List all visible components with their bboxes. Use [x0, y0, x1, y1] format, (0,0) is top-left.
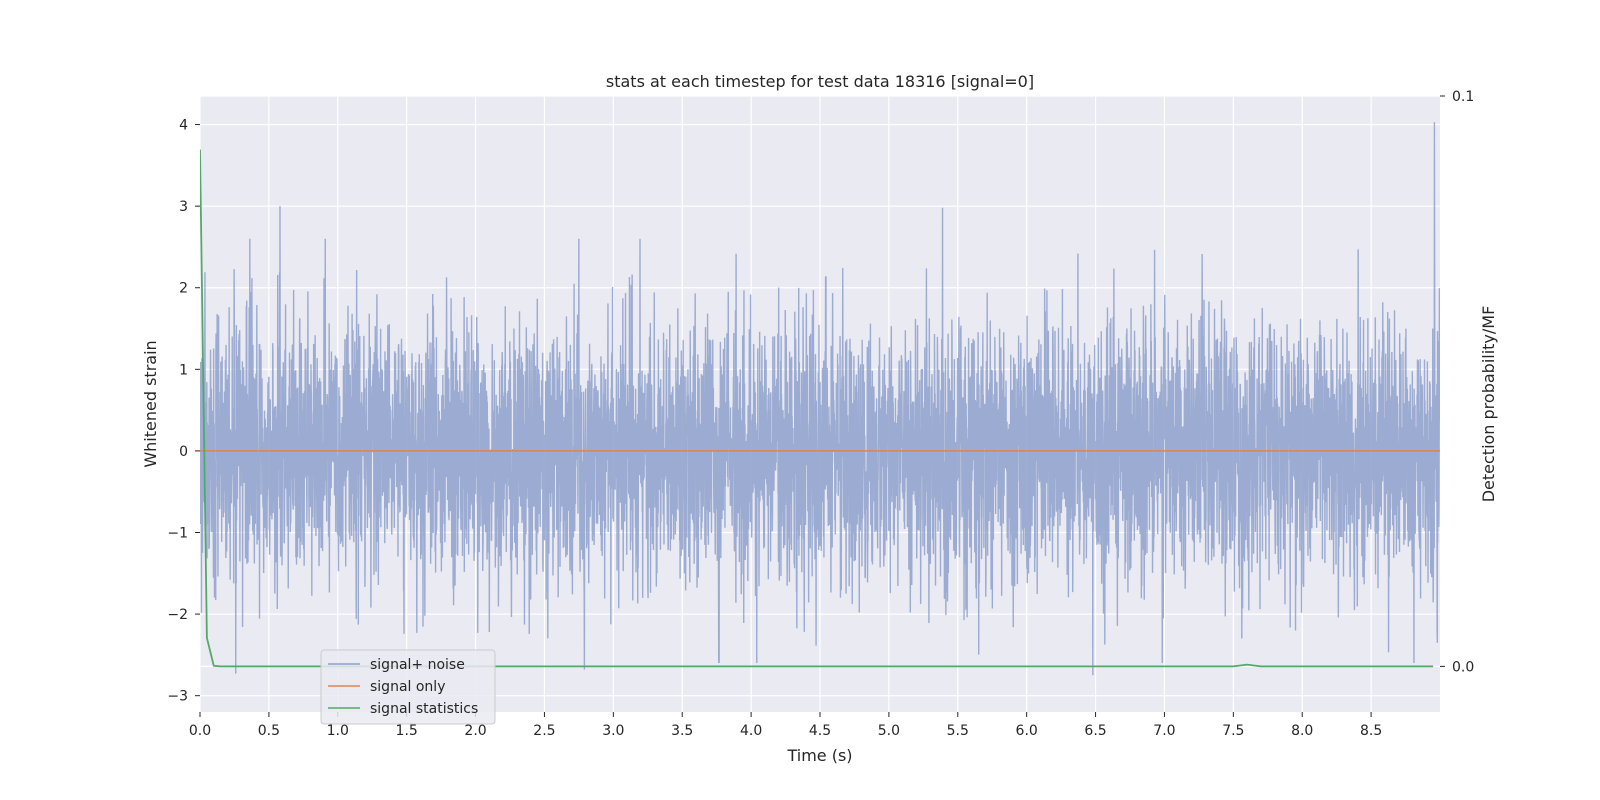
y-tick-label: −3	[167, 689, 188, 705]
y2-axis-label: Detection probability/MF	[1479, 306, 1498, 503]
x-tick-label: 5.5	[947, 723, 969, 739]
y2-tick-label: 0.1	[1452, 89, 1474, 105]
y2-tick-label: 0.0	[1452, 659, 1474, 675]
legend-box	[320, 649, 496, 725]
x-tick-label: 0.0	[189, 723, 211, 739]
legend-label-signal-noise: signal+ noise	[370, 657, 465, 673]
x-tick-label: 4.0	[740, 723, 762, 739]
legend: signal+ noise signal only signal statist…	[320, 649, 496, 725]
x-tick-label: 2.5	[533, 723, 555, 739]
x-tick-label: 3.0	[602, 723, 624, 739]
y-tick-label: 3	[179, 199, 188, 215]
x-tick-label: 6.0	[1016, 723, 1038, 739]
y-axis-right: 0.1 0.0	[1440, 89, 1474, 675]
x-tick-label: 2.0	[464, 723, 486, 739]
x-tick-label: 1.0	[327, 723, 349, 739]
x-tick-label: 0.5	[258, 723, 280, 739]
y-tick-label: 1	[179, 362, 188, 378]
chart-title: stats at each timestep for test data 183…	[606, 72, 1034, 91]
x-tick-label: 8.0	[1291, 723, 1313, 739]
x-tick-label: 8.5	[1360, 723, 1382, 739]
x-tick-label: 7.5	[1222, 723, 1244, 739]
legend-label-signal-only: signal only	[370, 679, 445, 695]
y-tick-label: 4	[179, 118, 188, 134]
y-tick-label: −1	[167, 526, 188, 542]
x-tick-label: 4.5	[809, 723, 831, 739]
y-tick-label: 2	[179, 281, 188, 297]
series-layer	[200, 122, 1440, 676]
y-axis-left: 4 3 2 1 0 −1 −2 −3	[167, 118, 200, 705]
x-tick-label: 6.5	[1084, 723, 1106, 739]
x-tick-label: 3.5	[671, 723, 693, 739]
x-tick-label: 1.5	[396, 723, 418, 739]
x-tick-label: 7.0	[1153, 723, 1175, 739]
y-axis-label: Whitened strain	[141, 340, 160, 467]
x-axis-label: Time (s)	[786, 746, 852, 765]
series-signal-statistics-line	[200, 149, 1434, 668]
series-signal-noise-line	[200, 122, 1440, 676]
y-tick-label: 0	[179, 444, 188, 460]
y-tick-label: −2	[167, 607, 188, 623]
x-axis: 0.0 0.5 1.0 1.5 2.0 2.5 3.0 3.5 4.0 4.5 5.0 5.5 6.0 6…	[189, 712, 1382, 739]
legend-label-signal-statistics: signal statistics	[370, 701, 478, 717]
x-tick-label: 5.0	[878, 723, 900, 739]
